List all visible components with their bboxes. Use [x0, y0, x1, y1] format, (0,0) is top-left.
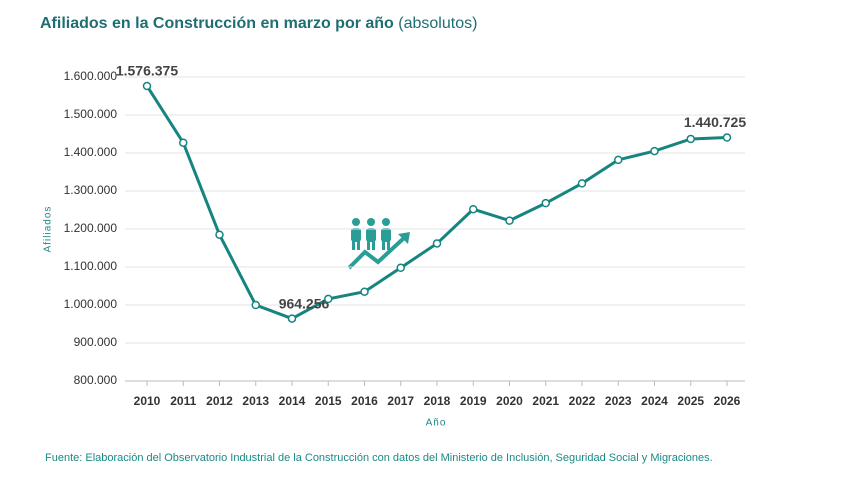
- x-tick-label: 2021: [532, 394, 559, 408]
- x-tick-label: 2010: [134, 394, 161, 408]
- y-tick-label: 1.500.000: [64, 107, 118, 121]
- data-label: 964.256: [279, 295, 330, 311]
- x-tick-label: 2020: [496, 394, 523, 408]
- x-tick-label: 2012: [206, 394, 233, 408]
- y-tick-label: 1.300.000: [64, 183, 118, 197]
- title: Afiliados en la Construcción en marzo po…: [40, 15, 394, 32]
- data-point: [324, 294, 333, 304]
- data-point: [722, 133, 732, 142]
- data-point: [686, 134, 695, 144]
- y-tick-label: 800.000: [74, 373, 118, 387]
- arrow-head: [398, 232, 410, 244]
- x-tick-label: 2019: [460, 394, 487, 408]
- x-tick-label: 2018: [424, 394, 451, 408]
- x-tick-label: 2011: [170, 394, 196, 408]
- subtitle: (absolutos): [398, 15, 477, 32]
- source-note: Fuente: Elaboración del Observatorio Ind…: [45, 452, 713, 464]
- data-point: [251, 300, 260, 310]
- data-point: [360, 287, 369, 296]
- data-point: [179, 138, 188, 147]
- x-tick-label: 2015: [315, 394, 342, 408]
- data-point: [505, 216, 514, 225]
- data-point: [614, 155, 623, 165]
- data-label: 1.576.375: [116, 63, 178, 79]
- x-tick-label: 2024: [641, 394, 668, 408]
- chart-title: Afiliados en la Construcción en marzo po…: [40, 15, 477, 32]
- data-point: [650, 146, 659, 156]
- y-tick-label: 1.100.000: [64, 259, 118, 273]
- data-label: 1.440.725: [684, 114, 746, 130]
- x-tick-label: 2013: [242, 394, 269, 408]
- x-tick-label: 2016: [351, 394, 378, 408]
- y-tick-label: 900.000: [74, 335, 118, 349]
- people-icon: [351, 218, 391, 250]
- data-point: [469, 204, 478, 214]
- x-tick-label: 2014: [279, 394, 306, 408]
- growth-arrow: [347, 236, 406, 270]
- x-tick-label: 2023: [605, 394, 632, 408]
- data-point: [287, 314, 297, 323]
- data-point: [142, 81, 152, 91]
- data-point: [577, 179, 587, 188]
- x-tick-label: 2017: [387, 394, 414, 408]
- y-tick-label: 1.000.000: [64, 297, 118, 311]
- x-tick-label: 2025: [677, 394, 704, 408]
- data-line: [145, 85, 728, 321]
- x-tick-label: 2026: [714, 394, 741, 408]
- y-axis-label: Afiliados: [43, 206, 54, 253]
- y-tick-label: 1.400.000: [64, 145, 118, 159]
- data-point: [432, 239, 442, 248]
- data-point: [396, 263, 405, 273]
- x-tick-label: 2022: [569, 394, 596, 408]
- y-tick-label: 1.200.000: [64, 221, 118, 235]
- y-tick-label: 1.600.000: [64, 69, 118, 83]
- data-point: [215, 230, 224, 239]
- data-point: [541, 198, 550, 208]
- x-axis-label: Año: [426, 418, 447, 429]
